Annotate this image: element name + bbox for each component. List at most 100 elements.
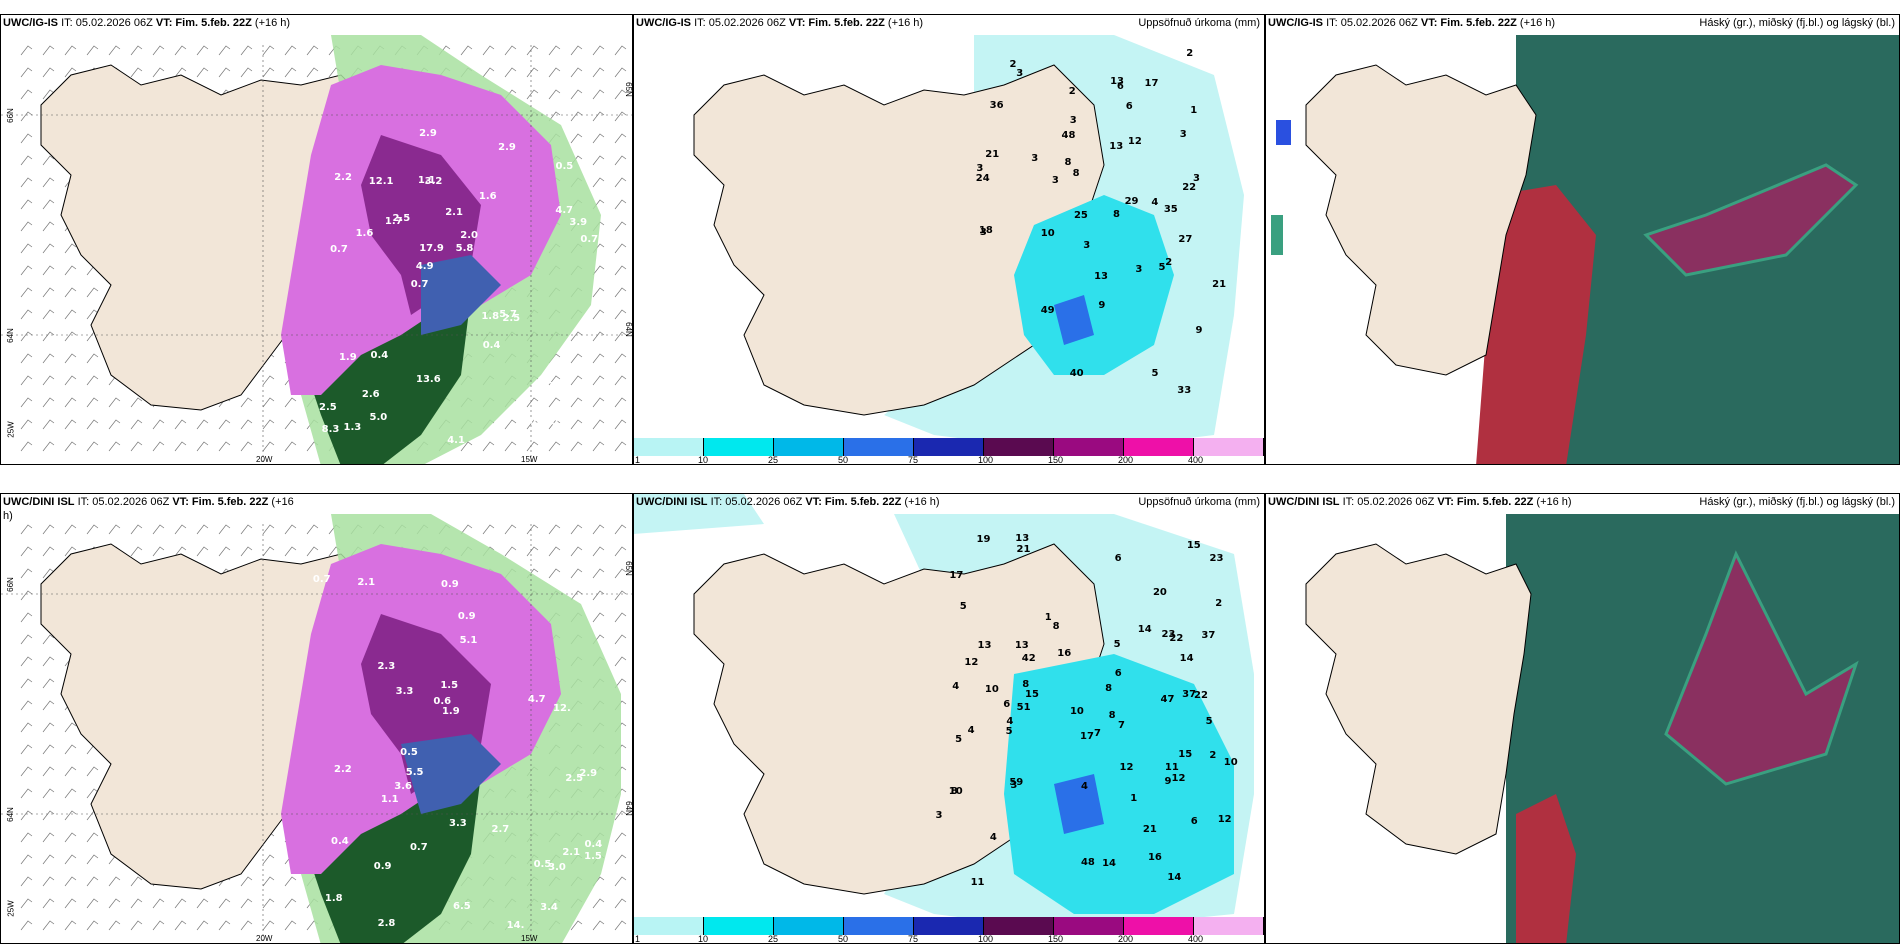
- wind-barb: [20, 177, 33, 188]
- map-value-label: 2: [1009, 58, 1017, 70]
- wind-barb: [306, 67, 319, 78]
- map-value-label: 3: [976, 162, 984, 174]
- wind-barb: [284, 67, 297, 78]
- wind-barb: [614, 265, 627, 276]
- wind-barb: [64, 876, 77, 887]
- wind-barb: [86, 397, 99, 408]
- map-value-label: 2.9: [419, 128, 437, 140]
- wind-barb: [20, 700, 33, 711]
- wind-barb: [504, 45, 517, 56]
- colorbar-tick-label: 25: [768, 455, 779, 465]
- wind-barb: [570, 397, 583, 408]
- wind-barb: [570, 441, 583, 452]
- right-label-64n: 64N: [623, 322, 633, 337]
- wind-barb: [20, 45, 33, 56]
- wind-barb: [20, 744, 33, 755]
- wind-barb: [64, 766, 77, 777]
- map-value-label: 0.2: [529, 416, 547, 428]
- wind-barb: [86, 876, 99, 887]
- wind-barb: [614, 45, 627, 56]
- wind-barb: [262, 876, 275, 887]
- wind-barb: [64, 287, 77, 298]
- valid-time-label: VT:: [172, 496, 189, 508]
- wind-barb: [42, 177, 55, 188]
- wind-barb: [64, 722, 77, 733]
- wind-barb: [20, 832, 33, 843]
- wind-barb: [20, 155, 33, 166]
- wind-barb: [86, 441, 99, 452]
- iceland-land: [1305, 64, 1537, 376]
- map-value-label: 6: [1190, 816, 1198, 828]
- wind-barb: [262, 524, 275, 535]
- wind-barb: [20, 656, 33, 667]
- wind-barb: [306, 45, 319, 56]
- colorbar-cell: [1054, 438, 1124, 456]
- wind-barb: [262, 375, 275, 386]
- map-value-label: 8: [1052, 620, 1060, 632]
- wind-barb: [196, 898, 209, 909]
- map-value-label: 18: [978, 224, 993, 236]
- bottom-wind-title-wrap: h): [3, 510, 13, 522]
- colorbar-cell: [704, 438, 774, 456]
- wind-barb: [592, 89, 605, 100]
- map-value-label: 23: [1209, 552, 1224, 564]
- wind-barb: [42, 876, 55, 887]
- wind-barb: [262, 546, 275, 557]
- wind-barb: [20, 590, 33, 601]
- wind-barb: [174, 920, 187, 931]
- wind-barb: [592, 419, 605, 430]
- map-value-label: 6: [1116, 80, 1124, 92]
- wind-barb: [196, 419, 209, 430]
- wind-barb: [42, 155, 55, 166]
- wind-barb: [570, 546, 583, 557]
- map-value-label: 5.5: [405, 767, 424, 779]
- wind-barb: [526, 67, 539, 78]
- wind-barb: [108, 876, 121, 887]
- map-value-label: 49: [1040, 304, 1055, 316]
- wind-barb: [614, 810, 627, 821]
- wind-barb: [614, 876, 627, 887]
- map-value-label: 0.6: [433, 696, 452, 708]
- wind-barb: [42, 45, 55, 56]
- bottom-cloud-title: UWC/DINI ISL IT: 05.02.2026 06Z VT: Fim.…: [1268, 496, 1572, 508]
- map-value-label: 13: [977, 639, 992, 651]
- wind-barb: [86, 788, 99, 799]
- map-value-label: 2: [1186, 48, 1194, 60]
- map-value-label: 2.2: [547, 380, 566, 392]
- wind-barb: [42, 243, 55, 254]
- bottom-precip-panel: UWC/DINI ISL IT: 05.02.2026 06Z VT: Fim.…: [633, 493, 1265, 944]
- lat-label-25w: 25W: [6, 900, 16, 917]
- wind-barb: [614, 177, 627, 188]
- wind-barb: [42, 353, 55, 364]
- wind-barb: [526, 89, 539, 100]
- map-value-label: 3: [1083, 240, 1091, 252]
- wind-barb: [240, 876, 253, 887]
- map-value-label: 2.5: [502, 312, 521, 324]
- map-value-label: 12: [1127, 136, 1142, 148]
- wind-barb: [42, 766, 55, 777]
- map-value-label: 5: [1158, 261, 1166, 273]
- lead-time: (+16 h): [1519, 17, 1556, 29]
- right-label-64n: 64N: [623, 801, 633, 816]
- map-value-label: 0.9: [551, 416, 569, 428]
- wind-barb: [570, 353, 583, 364]
- wind-barb: [262, 854, 275, 865]
- precip-colorbar: 1 10 25 50 75 100 150 200 400: [634, 438, 1264, 464]
- map-value-label: 36: [989, 100, 1004, 112]
- map-value-label: 17.9: [419, 242, 444, 254]
- map-value-label: 42: [1021, 653, 1036, 665]
- wind-barb: [42, 397, 55, 408]
- map-value-label: 12.1: [368, 176, 394, 188]
- colorbar-tick-label: 75: [908, 455, 919, 465]
- colorbar-tick-label: 200: [1118, 455, 1134, 465]
- map-value-label: 13.6: [415, 373, 441, 385]
- wind-barb: [130, 45, 143, 56]
- map-value-label: 15: [1186, 539, 1201, 551]
- map-value-label: 51: [1016, 701, 1031, 713]
- colorbar-cell: [984, 438, 1054, 456]
- map-value-label: 5.8: [455, 243, 474, 255]
- map-value-label: 5: [1113, 638, 1121, 650]
- wind-barb: [284, 876, 297, 887]
- wind-barb: [614, 854, 627, 865]
- map-value-label: 0.7: [410, 279, 429, 291]
